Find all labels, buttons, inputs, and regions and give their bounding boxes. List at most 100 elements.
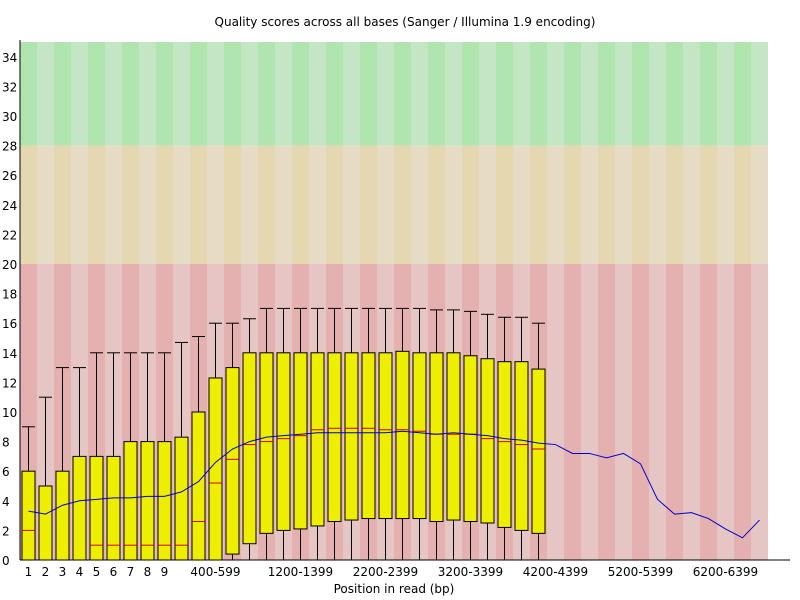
- band-reasonable: [734, 145, 751, 264]
- band-good: [564, 42, 581, 146]
- iqr-box: [21, 470, 36, 561]
- band-good: [513, 42, 530, 146]
- y-tick-label: 0: [2, 554, 10, 568]
- x-axis-ticks: 1 2 3 4 5 6 7 8 9 400-599 1200-1399 2200-2399 3200-3…: [25, 565, 759, 579]
- band-reasonable: [445, 145, 462, 264]
- band-good: [666, 42, 683, 146]
- band-reasonable: [241, 145, 258, 264]
- iqr-box: [429, 352, 444, 523]
- band-good: [496, 42, 513, 146]
- band-good: [173, 42, 190, 146]
- y-tick-label: 2: [2, 524, 10, 538]
- band-reasonable: [88, 145, 105, 264]
- x-axis-label: Position in read (bp): [333, 582, 455, 596]
- band-good: [20, 42, 37, 146]
- band-reasonable: [37, 145, 54, 264]
- band-poor: [649, 264, 666, 560]
- band-good: [394, 42, 411, 146]
- band-good: [632, 42, 649, 146]
- band-reasonable: [411, 145, 428, 264]
- band-poor: [598, 264, 615, 560]
- band-reasonable: [462, 145, 479, 264]
- band-reasonable: [139, 145, 156, 264]
- x-tick-label: 6: [110, 565, 118, 579]
- band-good: [734, 42, 751, 146]
- iqr-box: [497, 361, 512, 528]
- x-tick-label: 7: [127, 565, 135, 579]
- y-tick-label: 10: [2, 406, 17, 420]
- y-tick-label: 20: [2, 258, 17, 272]
- x-tick-label: 6200-6399: [693, 565, 758, 579]
- band-good: [326, 42, 343, 146]
- band-good: [598, 42, 615, 146]
- y-tick-label: 14: [2, 347, 17, 361]
- x-tick-label: 3: [59, 565, 67, 579]
- x-tick-label: 400-599: [190, 565, 240, 579]
- y-tick-label: 24: [2, 199, 17, 213]
- iqr-box: [378, 352, 393, 520]
- band-good: [649, 42, 666, 146]
- iqr-box: [89, 455, 104, 561]
- band-reasonable: [292, 145, 309, 264]
- band-reasonable: [309, 145, 326, 264]
- x-tick-label: 1200-1399: [268, 565, 333, 579]
- band-reasonable: [717, 145, 734, 264]
- y-tick-label: 28: [2, 140, 17, 154]
- y-tick-label: 30: [2, 110, 17, 124]
- x-tick-label: 2: [42, 565, 50, 579]
- band-good: [717, 42, 734, 146]
- band-good: [343, 42, 360, 146]
- band-reasonable: [156, 145, 173, 264]
- band-good: [190, 42, 207, 146]
- y-tick-label: 22: [2, 228, 17, 242]
- band-good: [547, 42, 564, 146]
- band-reasonable: [479, 145, 496, 264]
- band-good: [428, 42, 445, 146]
- band-reasonable: [224, 145, 241, 264]
- band-good: [275, 42, 292, 146]
- band-reasonable: [377, 145, 394, 264]
- band-poor: [547, 264, 564, 560]
- iqr-box: [157, 441, 172, 561]
- band-good: [241, 42, 258, 146]
- band-reasonable: [666, 145, 683, 264]
- iqr-box: [395, 350, 410, 520]
- iqr-box: [208, 377, 223, 561]
- band-reasonable: [71, 145, 88, 264]
- band-good: [615, 42, 632, 146]
- x-tick-label: 4: [76, 565, 84, 579]
- band-poor: [632, 264, 649, 560]
- iqr-box: [446, 352, 461, 521]
- iqr-box: [327, 352, 342, 523]
- box-plots: [21, 307, 546, 561]
- band-reasonable: [207, 145, 224, 264]
- x-tick-label: 9: [161, 565, 169, 579]
- iqr-box: [123, 441, 138, 561]
- band-reasonable: [190, 145, 207, 264]
- band-reasonable: [258, 145, 275, 264]
- band-reasonable: [20, 145, 37, 264]
- iqr-box: [174, 436, 189, 561]
- band-reasonable: [700, 145, 717, 264]
- iqr-box: [38, 485, 53, 561]
- chart-title: Quality scores across all bases (Sanger …: [214, 15, 596, 29]
- band-good: [581, 42, 598, 146]
- band-reasonable: [54, 145, 71, 264]
- band-poor: [666, 264, 683, 560]
- iqr-box: [412, 352, 427, 520]
- band-good: [156, 42, 173, 146]
- band-poor: [751, 264, 768, 560]
- band-good: [292, 42, 309, 146]
- y-tick-label: 32: [2, 80, 17, 94]
- band-reasonable: [683, 145, 700, 264]
- band-good: [462, 42, 479, 146]
- iqr-box: [463, 355, 478, 523]
- iqr-box: [191, 411, 206, 561]
- band-good: [411, 42, 428, 146]
- y-tick-label: 34: [2, 51, 17, 65]
- band-reasonable: [173, 145, 190, 264]
- band-reasonable: [343, 145, 360, 264]
- band-reasonable: [632, 145, 649, 264]
- band-good: [751, 42, 768, 146]
